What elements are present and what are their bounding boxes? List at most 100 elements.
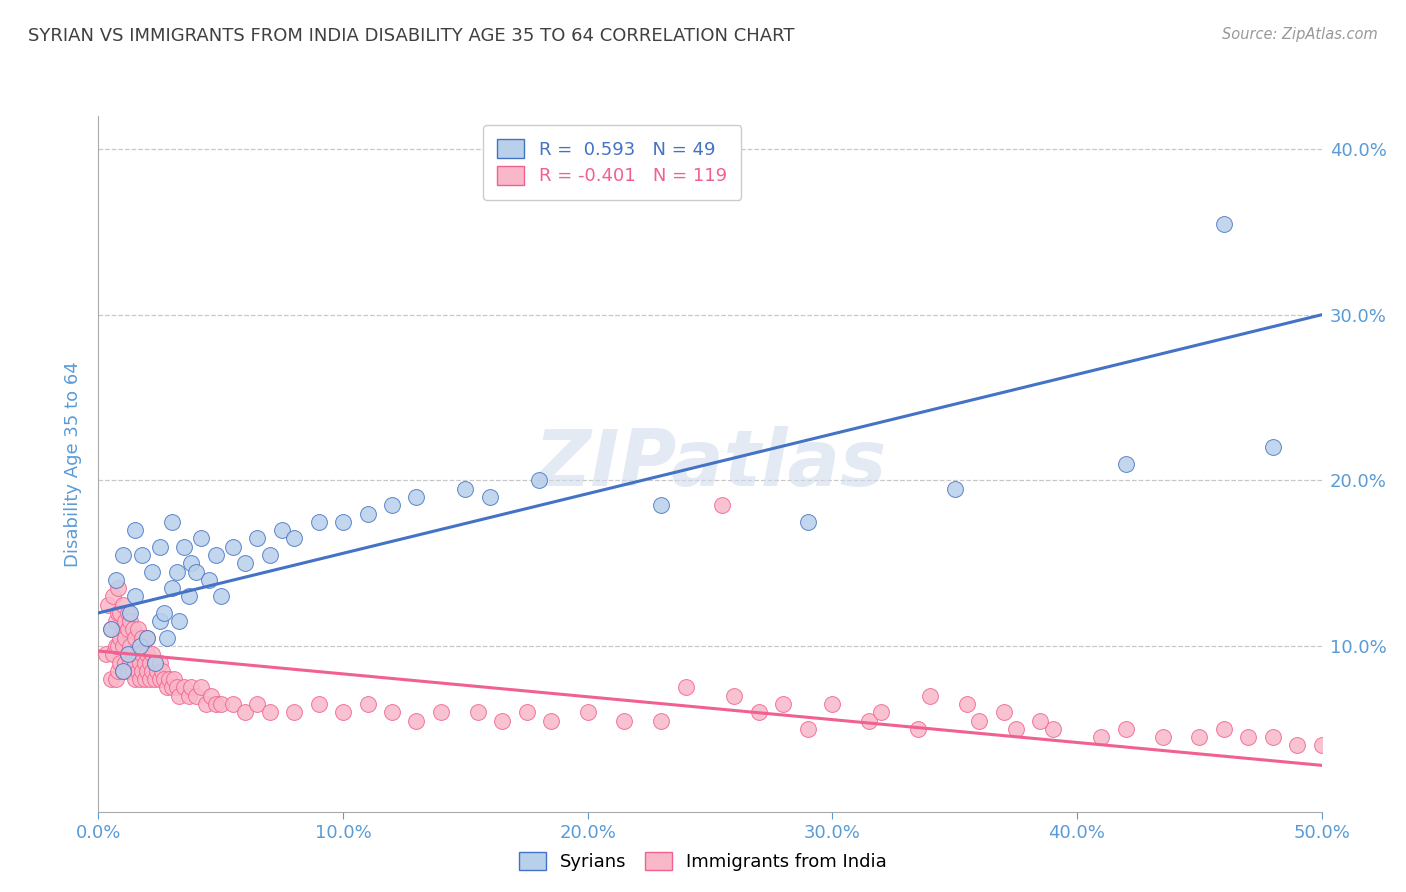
Point: [180, 556, 202, 570]
Point: [1310, 739, 1333, 753]
Point: [139, 656, 162, 670]
Point: [197, 573, 219, 587]
Legend: Syrians, Immigrants from India: Syrians, Immigrants from India: [512, 845, 894, 879]
Point: [110, 656, 132, 670]
Point: [120, 656, 142, 670]
Point: [381, 706, 404, 720]
Point: [1261, 440, 1284, 454]
Point: [283, 532, 305, 546]
Point: [858, 714, 880, 728]
Point: [1286, 739, 1309, 753]
Point: [222, 540, 245, 554]
Point: [308, 515, 330, 529]
Point: [870, 706, 893, 720]
Point: [173, 681, 195, 695]
Point: [650, 498, 672, 512]
Point: [209, 590, 232, 604]
Point: [141, 648, 163, 662]
Point: [107, 664, 129, 678]
Point: [711, 498, 734, 512]
Point: [195, 697, 218, 711]
Point: [136, 664, 159, 678]
Point: [270, 523, 294, 537]
Point: [131, 548, 153, 562]
Point: [1115, 722, 1137, 736]
Point: [107, 639, 129, 653]
Point: [117, 606, 139, 620]
Point: [129, 639, 152, 653]
Point: [129, 672, 152, 686]
Point: [748, 706, 770, 720]
Point: [246, 532, 269, 546]
Point: [114, 631, 136, 645]
Point: [127, 648, 149, 662]
Point: [1004, 722, 1026, 736]
Point: [205, 697, 228, 711]
Point: [143, 672, 166, 686]
Point: [650, 714, 672, 728]
Point: [141, 565, 163, 579]
Point: [967, 714, 990, 728]
Point: [613, 714, 636, 728]
Point: [166, 565, 188, 579]
Point: [139, 672, 162, 686]
Point: [153, 672, 176, 686]
Point: [110, 606, 132, 620]
Legend: R =  0.593   N = 49, R = -0.401   N = 119: R = 0.593 N = 49, R = -0.401 N = 119: [482, 125, 741, 200]
Point: [101, 648, 124, 662]
Point: [1152, 730, 1174, 744]
Point: [177, 590, 200, 604]
Point: [97, 598, 120, 612]
Point: [454, 482, 477, 496]
Point: [149, 614, 172, 628]
Point: [180, 681, 202, 695]
Point: [173, 540, 195, 554]
Point: [190, 532, 212, 546]
Point: [100, 623, 122, 637]
Point: [308, 697, 330, 711]
Point: [160, 515, 183, 529]
Point: [143, 656, 166, 670]
Point: [177, 689, 200, 703]
Point: [117, 664, 139, 678]
Point: [332, 515, 354, 529]
Point: [1042, 722, 1064, 736]
Point: [143, 656, 166, 670]
Point: [121, 664, 143, 678]
Point: [772, 697, 794, 711]
Point: [156, 631, 179, 645]
Point: [156, 681, 179, 695]
Point: [1261, 730, 1284, 744]
Point: [797, 722, 820, 736]
Point: [1115, 457, 1137, 471]
Point: [821, 697, 844, 711]
Point: [149, 672, 172, 686]
Point: [405, 714, 427, 728]
Point: [124, 590, 146, 604]
Point: [120, 614, 142, 628]
Point: [129, 656, 152, 670]
Point: [111, 598, 134, 612]
Point: [136, 631, 159, 645]
Point: [467, 706, 489, 720]
Point: [104, 672, 127, 686]
Point: [114, 614, 136, 628]
Point: [124, 672, 146, 686]
Point: [186, 565, 208, 579]
Point: [1212, 217, 1234, 231]
Point: [134, 672, 156, 686]
Point: [136, 631, 159, 645]
Point: [1212, 722, 1234, 736]
Point: [1188, 730, 1211, 744]
Point: [222, 697, 245, 711]
Text: ZIPatlas: ZIPatlas: [534, 425, 886, 502]
Point: [94, 648, 117, 662]
Point: [111, 548, 134, 562]
Point: [120, 639, 142, 653]
Point: [1237, 730, 1260, 744]
Point: [233, 706, 256, 720]
Point: [540, 714, 562, 728]
Point: [233, 556, 256, 570]
Point: [491, 714, 513, 728]
Point: [332, 706, 354, 720]
